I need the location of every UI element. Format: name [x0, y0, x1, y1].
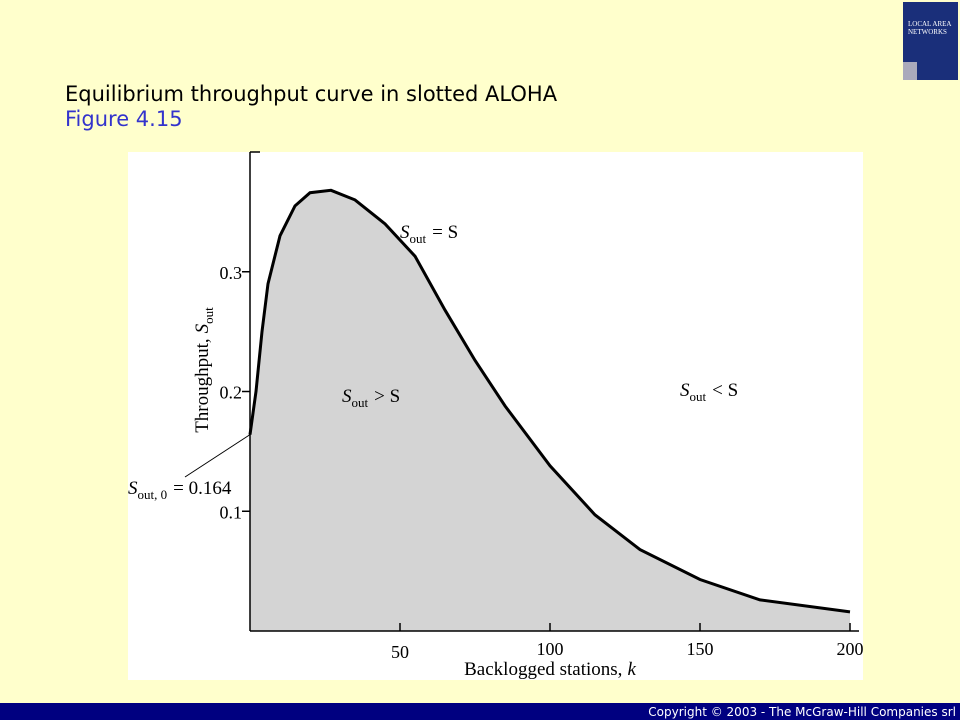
x-axis-label: Backlogged stations, k [464, 659, 636, 680]
x-tick-label: 50 [391, 642, 409, 662]
cover-title: LOCAL AREA NETWORKS [908, 20, 952, 36]
footer-bar [0, 703, 960, 720]
copyright: Copyright © 2003 - The McGraw-Hill Compa… [648, 705, 956, 719]
annotation: Sout = S [400, 222, 458, 246]
annotation: Sout, 0 = 0.164 [128, 478, 232, 502]
annotation-sub: out [352, 395, 369, 410]
x-label-text: Backlogged stations, [464, 659, 622, 680]
area-fill [250, 190, 850, 631]
annotation-main: S [400, 222, 410, 243]
y-tick-label: 0.2 [220, 383, 243, 403]
annotation-rest: < S [712, 380, 738, 401]
y-tick-label: 0.3 [220, 263, 243, 283]
x-tick-label: 200 [837, 639, 864, 659]
annotation-main: S [342, 386, 352, 407]
annotation-rest: > S [374, 386, 400, 407]
book-cover: LOCAL AREA NETWORKS [903, 2, 958, 80]
y-tick-label: 0.1 [220, 502, 243, 522]
x-tick-label: 150 [687, 639, 714, 659]
curve [248, 188, 851, 614]
cover-logo [903, 62, 917, 80]
annotation: Sout < S [680, 380, 738, 404]
annotation-sub: out [410, 231, 427, 246]
y-axis-label: Throughput, Sout [192, 307, 216, 433]
x-label-var: k [627, 659, 636, 680]
slide-title: Equilibrium throughput curve in slotted … [65, 82, 558, 106]
annotation-sub: out, 0 [138, 487, 168, 502]
annotation-rest: = S [432, 222, 458, 243]
chart: 0.1 0.2 0.3 50 100 150 200 Backlogged stations,… [128, 151, 864, 680]
annotation-leader [184, 434, 251, 478]
annotation-main: S [680, 380, 690, 401]
annotation-rest: = 0.164 [173, 478, 232, 499]
y-label-var: S [192, 323, 213, 333]
y-label-text: Throughput, [192, 338, 213, 432]
annotation-main: S [128, 478, 138, 499]
cover-wrap: LOCAL AREA NETWORKS [908, 20, 952, 36]
x-tick-label: 100 [537, 639, 564, 659]
slide-subtitle: Figure 4.15 [65, 107, 183, 131]
annotation: Sout > S [342, 386, 400, 410]
y-label-sub: out [201, 307, 216, 324]
annotation-sub: out [690, 389, 707, 404]
